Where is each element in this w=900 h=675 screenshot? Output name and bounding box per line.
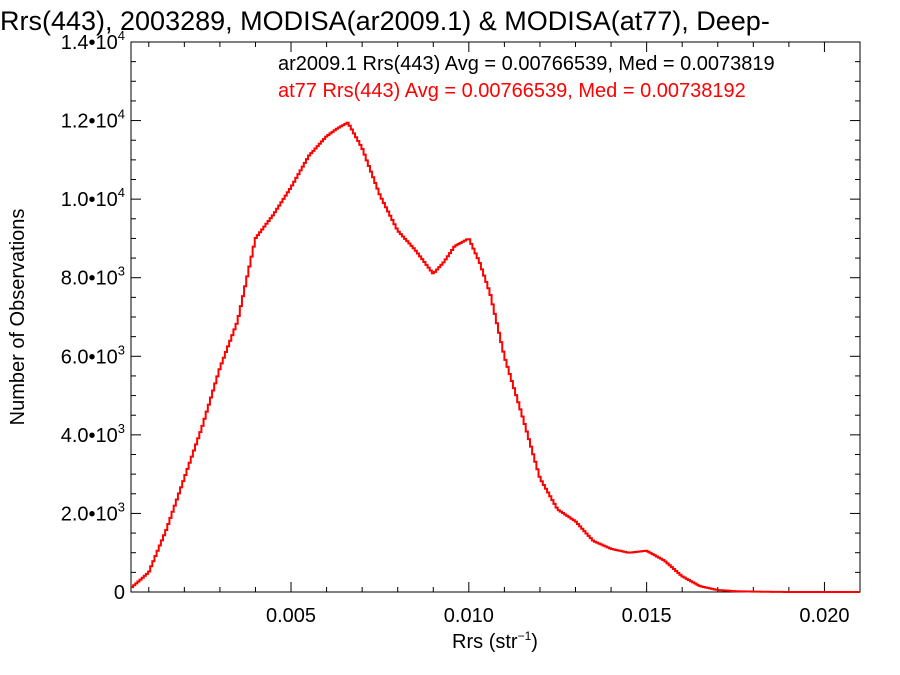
y-axis: 02.0•1034.0•1036.0•1038.0•1031.0•1041.2•…	[61, 28, 860, 604]
y-tick-label-mantissa: 1.4•10	[61, 32, 118, 54]
x-tick-label: 0.020	[799, 605, 849, 627]
x-axis: 0.005 0.010 0.015 0.020	[148, 42, 849, 627]
y-tick-label-exponent: 4	[118, 107, 125, 122]
y-tick-label: 2.0•103	[61, 499, 125, 525]
x-tick-label: 0.010	[444, 605, 494, 627]
x-axis-label: Rrs (str−1)	[452, 629, 538, 653]
y-tick-label-mantissa: 1.0•10	[61, 189, 118, 211]
y-tick-label: 6.0•103	[61, 342, 125, 368]
y-tick-label: 1.2•104	[61, 107, 125, 133]
y-tick-label-exponent: 3	[118, 421, 125, 436]
y-tick-label-mantissa: 2.0•10	[61, 503, 118, 525]
y-tick-label: 8.0•103	[61, 264, 125, 290]
y-tick-label-mantissa: 1.2•10	[61, 111, 118, 133]
y-tick-label-exponent: 3	[118, 264, 125, 279]
chart-title: Rrs(443), 2003289, MODISA(ar2009.1) & MO…	[0, 6, 770, 36]
y-tick-label-mantissa: 0	[114, 582, 125, 604]
legend-annotation-at77: at77 Rrs(443) Avg = 0.00766539, Med = 0.…	[278, 80, 746, 102]
y-tick-label-exponent: 4	[118, 28, 125, 43]
y-tick-label-mantissa: 8.0•10	[61, 268, 118, 290]
y-tick-label-exponent: 3	[118, 342, 125, 357]
x-axis-label-end: )	[531, 631, 538, 653]
y-tick-label: 4.0•103	[61, 421, 125, 447]
y-axis-label: Number of Observations	[7, 209, 29, 426]
histogram-series-line	[131, 121, 860, 593]
y-tick-label-mantissa: 6.0•10	[61, 346, 118, 368]
y-tick-label: 1.0•104	[61, 185, 125, 211]
x-axis-label-main: Rrs (str	[452, 631, 518, 653]
y-tick-label-exponent: 4	[118, 185, 125, 200]
y-tick-label: 0	[114, 582, 125, 604]
x-tick-label: 0.005	[266, 605, 316, 627]
y-tick-label: 1.4•104	[61, 28, 125, 54]
x-axis-label-sup: −1	[518, 629, 532, 643]
x-tick-label: 0.015	[622, 605, 672, 627]
y-tick-label-mantissa: 4.0•10	[61, 425, 118, 447]
y-tick-label-exponent: 3	[118, 499, 125, 514]
legend-annotation-ar2009: ar2009.1 Rrs(443) Avg = 0.00766539, Med …	[278, 53, 775, 75]
